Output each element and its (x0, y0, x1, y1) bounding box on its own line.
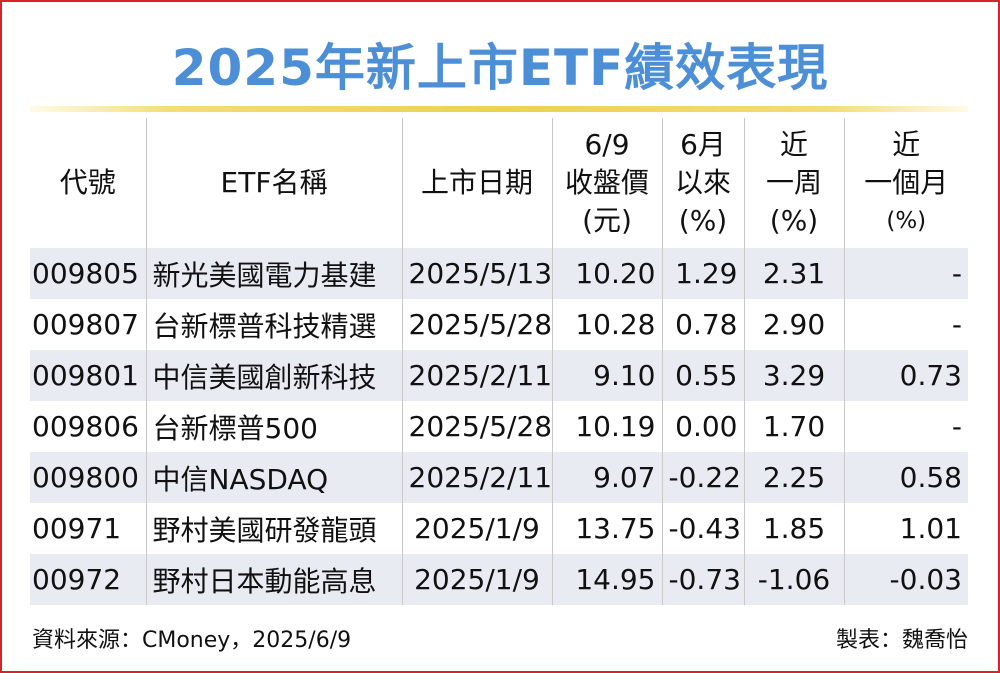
table-row: 00972 野村日本動能高息 2025/1/9 14.95 -0.73 -1.0… (30, 554, 968, 605)
header-since-june-line2: 以來 (674, 166, 731, 199)
table-row: 009806 台新標普500 2025/5/28 10.19 0.00 1.70… (30, 401, 968, 452)
table-row: 009807 台新標普科技精選 2025/5/28 10.28 0.78 2.9… (30, 299, 968, 350)
page-title: 2025年新上市ETF績效表現 (171, 39, 829, 97)
cell-close: 14.95 (551, 554, 662, 605)
cell-date: 2025/2/11 (401, 452, 552, 503)
cell-week: 2.90 (743, 299, 844, 350)
cell-week: 2.25 (743, 452, 844, 503)
cell-month: - (843, 299, 968, 350)
source-note: 資料來源：CMoney，2025/6/9 (32, 628, 352, 653)
header-code: 代號 (30, 118, 146, 248)
cell-name: 台新標普500 (145, 401, 402, 452)
cell-name: 野村日本動能高息 (145, 554, 402, 605)
cell-close: 13.75 (551, 503, 662, 554)
cell-month: -0.03 (843, 554, 968, 605)
cell-week: 3.29 (743, 350, 844, 401)
header-week: 近 一周 (%) (743, 118, 844, 248)
cell-since-june: 1.29 (661, 248, 744, 299)
header-close-line1: 6/9 (584, 128, 630, 161)
header-date: 上市日期 (401, 118, 552, 248)
header-row: 代號 ETF名稱 上市日期 6/9 收盤價 (元) 6月 以來 (%) 近 一周… (30, 118, 968, 248)
header-close-line3: (元) (582, 204, 632, 237)
cell-code: 009801 (30, 350, 146, 401)
header-since-june-line3: (%) (678, 204, 728, 237)
cell-since-june: -0.22 (661, 452, 744, 503)
cell-since-june: 0.00 (661, 401, 744, 452)
cell-since-june: 0.55 (661, 350, 744, 401)
table-row: 009800 中信NASDAQ 2025/2/11 9.07 -0.22 2.2… (30, 452, 968, 503)
cell-code: 009800 (30, 452, 146, 503)
cell-month: 0.73 (843, 350, 968, 401)
cell-name: 野村美國研發龍頭 (145, 503, 402, 554)
table-row: 009801 中信美國創新科技 2025/2/11 9.10 0.55 3.29… (30, 350, 968, 401)
header-close: 6/9 收盤價 (元) (551, 118, 662, 248)
header-close-line2: 收盤價 (564, 166, 649, 199)
cell-code: 009805 (30, 248, 146, 299)
header-month-line1: 近 (892, 128, 921, 161)
title-divider (30, 106, 968, 112)
cell-date: 2025/1/9 (401, 503, 552, 554)
cell-close: 10.19 (551, 401, 662, 452)
header-week-line1: 近 (779, 128, 808, 161)
cell-month: 0.58 (843, 452, 968, 503)
header-since-june-line1: 6月 (680, 128, 726, 161)
cell-week: 1.85 (743, 503, 844, 554)
header-name: ETF名稱 (145, 118, 402, 248)
cell-month: 1.01 (843, 503, 968, 554)
table-row: 00971 野村美國研發龍頭 2025/1/9 13.75 -0.43 1.85… (30, 503, 968, 554)
cell-close: 10.28 (551, 299, 662, 350)
header-since-june: 6月 以來 (%) (661, 118, 744, 248)
cell-code: 00972 (30, 554, 146, 605)
cell-name: 台新標普科技精選 (145, 299, 402, 350)
table-row: 009805 新光美國電力基建 2025/5/13 10.20 1.29 2.3… (30, 248, 968, 299)
header-month: 近 一個月 (%) (843, 118, 968, 248)
cell-date: 2025/1/9 (401, 554, 552, 605)
header-code-label: 代號 (59, 166, 116, 199)
cell-since-june: -0.43 (661, 503, 744, 554)
cell-date: 2025/2/11 (401, 350, 552, 401)
header-date-label: 上市日期 (420, 166, 533, 199)
header-month-line2: 一個月 (864, 166, 949, 199)
cell-since-june: -0.73 (661, 554, 744, 605)
cell-name: 新光美國電力基建 (145, 248, 402, 299)
cell-close: 10.20 (551, 248, 662, 299)
cell-code: 00971 (30, 503, 146, 554)
cell-since-june: 0.78 (661, 299, 744, 350)
cell-month: - (843, 248, 968, 299)
cell-date: 2025/5/28 (401, 401, 552, 452)
cell-code: 009807 (30, 299, 146, 350)
cell-close: 9.07 (551, 452, 662, 503)
header-month-line3: (%) (886, 208, 927, 234)
cell-close: 9.10 (551, 350, 662, 401)
cell-date: 2025/5/28 (401, 299, 552, 350)
cell-name: 中信NASDAQ (145, 452, 402, 503)
credit-note: 製表：魏喬怡 (835, 628, 968, 653)
header-week-line2: 一周 (765, 166, 822, 199)
etf-performance-table: 代號 ETF名稱 上市日期 6/9 收盤價 (元) 6月 以來 (%) 近 一周… (30, 118, 968, 605)
cell-code: 009806 (30, 401, 146, 452)
cell-week: 2.31 (743, 248, 844, 299)
header-week-line3: (%) (769, 204, 819, 237)
cell-week: 1.70 (743, 401, 844, 452)
cell-month: - (843, 401, 968, 452)
cell-week: -1.06 (743, 554, 844, 605)
header-name-label: ETF名稱 (220, 166, 328, 199)
cell-date: 2025/5/13 (401, 248, 552, 299)
cell-name: 中信美國創新科技 (145, 350, 402, 401)
